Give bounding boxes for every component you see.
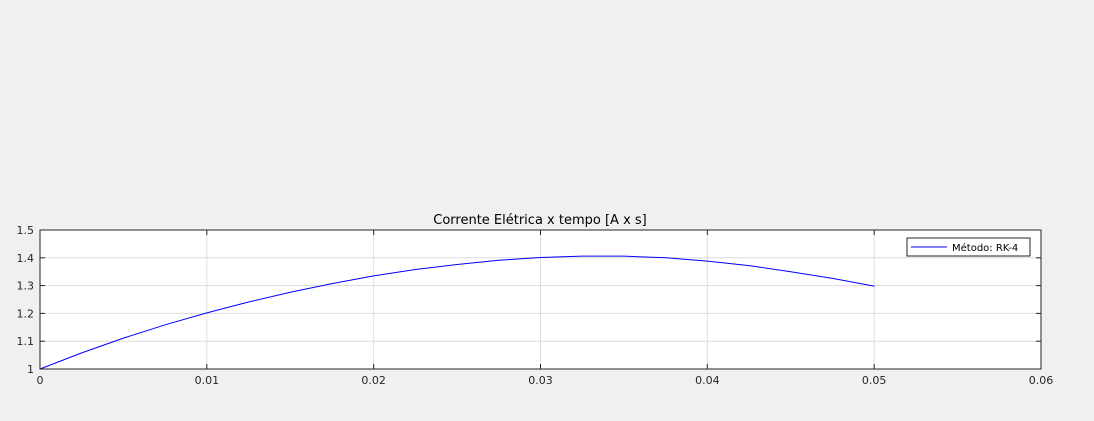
y-tick-label: 1.3	[17, 280, 35, 293]
grid-lines	[40, 230, 1041, 369]
series-layer	[39, 255, 875, 370]
x-tick-label: 0.04	[695, 374, 720, 387]
series-line-rk4	[39, 255, 875, 370]
y-tick-label: 1.2	[17, 307, 35, 320]
x-tick-label: 0.06	[1029, 374, 1054, 387]
legend: Método: RK-4	[906, 237, 1031, 257]
y-tick-label: 1.5	[17, 224, 35, 237]
x-tick-label: 0.05	[862, 374, 887, 387]
x-tick-label: 0.02	[361, 374, 386, 387]
y-tick-label: 1.4	[17, 252, 35, 265]
y-tick-label: 1.1	[17, 335, 35, 348]
x-tick-label: 0	[37, 374, 44, 387]
axis-ticks: 0 0.01 0.02 0.03 0.04 0.05 0.06 1 1.1 1.2 1.3 1.4 1.…	[17, 224, 1054, 387]
y-tick-label: 1	[27, 363, 34, 376]
legend-label: Método: RK-4	[952, 242, 1018, 254]
legend-box	[906, 237, 1031, 257]
x-tick-label: 0.01	[195, 374, 220, 387]
x-tick-label: 0.03	[528, 374, 553, 387]
chart-title: Corrente Elétrica x tempo [A x s]	[433, 213, 646, 228]
